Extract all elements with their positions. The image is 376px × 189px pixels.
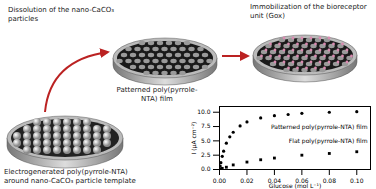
html-text:Patterned poly(pyrrole-NTA) fi: Patterned poly(pyrrole-NTA) film <box>116 86 198 103</box>
html-text:Immobilization of the biorecep: Immobilization of the bioreceptor unit (… <box>250 3 367 20</box>
html-text:Dissolution of the nano-CaCO₃: Dissolution of the nano-CaCO₃ particles <box>8 6 115 23</box>
svg-text:0.0: 0.0 <box>201 165 211 172</box>
svg-text:0.10: 0.10 <box>350 177 364 184</box>
svg-text:0.06: 0.06 <box>295 176 309 184</box>
svg-text:0.02: 0.02 <box>240 177 254 184</box>
svg-text:0.04: 0.04 <box>267 176 282 184</box>
svg-text:I (µA cm⁻²): I (µA cm⁻²) <box>190 122 198 155</box>
svg-text:0.08: 0.08 <box>323 177 337 184</box>
html-text:Electrogenerated poly(pyrrole-: Electrogenerated poly(pyrrole-NTA) aroun… <box>4 168 136 185</box>
svg-text:7.5: 7.5 <box>201 122 211 129</box>
svg-text:5.0: 5.0 <box>201 137 211 144</box>
svg-text:10.0: 10.0 <box>197 108 211 115</box>
svg-text:2.5: 2.5 <box>201 151 211 158</box>
svg-text:Glucose (mol L⁻¹): Glucose (mol L⁻¹) <box>269 182 322 189</box>
svg-text:Flat poly(pyrrole-NTA) film: Flat poly(pyrrole-NTA) film <box>289 137 368 145</box>
svg-text:Patterned poly(pyrrole-NTA) fi: Patterned poly(pyrrole-NTA) film <box>271 123 368 131</box>
svg-text:0.00: 0.00 <box>213 177 227 184</box>
